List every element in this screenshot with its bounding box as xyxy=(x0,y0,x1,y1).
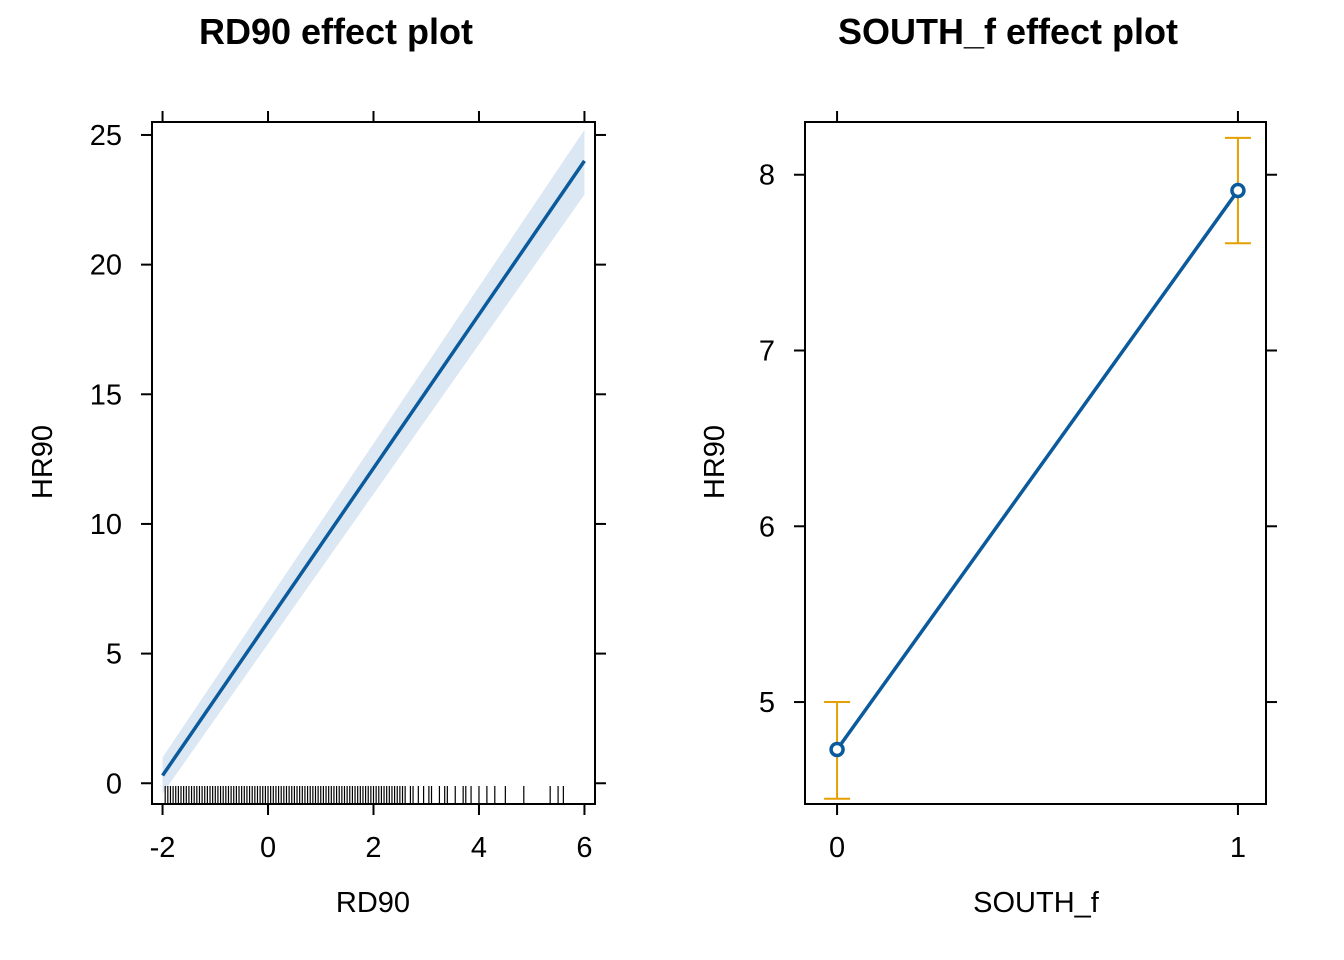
rd90-panel-title: RD90 effect plot xyxy=(199,11,473,52)
rd90-x-axis-label: RD90 xyxy=(336,887,410,919)
rd90-y-tick-label: 5 xyxy=(106,639,122,671)
south-x-tick-label: 0 xyxy=(829,832,845,864)
south-y-tick-label: 8 xyxy=(759,160,775,192)
south-plot-frame xyxy=(804,121,1267,805)
south-y-tick-label: 7 xyxy=(759,336,775,368)
rd90-rug-group xyxy=(164,786,564,804)
rd90-confidence-band xyxy=(162,129,585,794)
rd90-effect-panel: RD90 effect plot RD90 HR90 -2 0 2 4 6 0 5 10 15 2… xyxy=(27,11,606,919)
rd90-plot-frame xyxy=(151,121,596,805)
south-y-axis-label: HR90 xyxy=(699,425,731,499)
south-ticks-group: 0 1 5 6 7 8 xyxy=(759,111,1277,864)
rd90-x-tick-label: 0 xyxy=(260,832,276,864)
south-point xyxy=(829,741,845,758)
south-fit-line-group xyxy=(829,182,1246,758)
south-panel-title: SOUTH_f effect plot xyxy=(838,11,1178,52)
south-point xyxy=(1230,182,1246,199)
rd90-confidence-band-group xyxy=(162,129,585,794)
south-x-tick-label: 1 xyxy=(1230,832,1246,864)
rd90-y-axis-label: HR90 xyxy=(27,425,59,499)
rd90-fit-line xyxy=(161,159,586,777)
rd90-y-tick-label: 0 xyxy=(106,768,122,800)
south-y-tick-label: 5 xyxy=(759,687,775,719)
south-effect-panel: SOUTH_f effect plot SOUTH_f HR90 0 1 5 6 7 8 xyxy=(699,11,1277,919)
rd90-y-tick-label: 15 xyxy=(90,379,122,411)
rd90-fit-line-group xyxy=(161,159,586,777)
south-x-axis-label: SOUTH_f xyxy=(973,887,1100,919)
rd90-x-tick-label: 2 xyxy=(365,832,381,864)
south-y-tick-label: 6 xyxy=(759,511,775,543)
rd90-y-tick-label: 25 xyxy=(90,120,122,152)
rd90-x-tick-label: -2 xyxy=(150,832,176,864)
south-fit-line xyxy=(835,189,1240,751)
rd90-y-tick-label: 10 xyxy=(90,509,122,541)
rd90-x-tick-label: 6 xyxy=(576,832,592,864)
rd90-y-tick-label: 20 xyxy=(90,250,122,282)
rd90-ticks-group: -2 0 2 4 6 0 5 10 15 20 25 xyxy=(90,111,606,864)
rd90-x-tick-label: 4 xyxy=(471,832,487,864)
